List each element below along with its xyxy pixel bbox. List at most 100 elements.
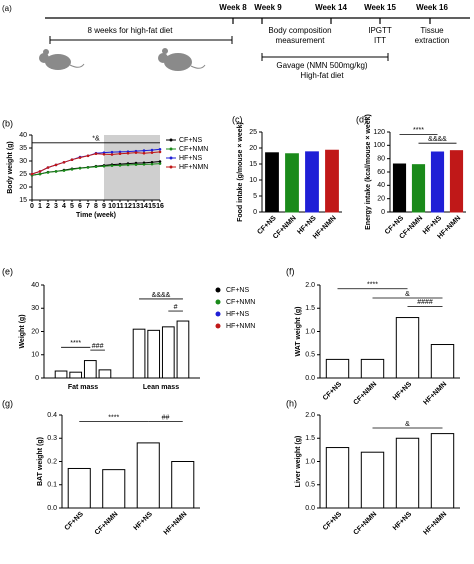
bar [360,358,385,379]
bar [395,317,420,379]
y-tick-label: 30 [31,305,39,312]
legend-label: CF+NS [226,287,249,294]
panel-label: (d) [356,114,367,124]
y-tick-label: 0 [35,375,39,382]
point [38,172,42,176]
x-tick-label: 9 [102,203,106,210]
point [142,151,146,155]
point [134,163,138,166]
x-tick-label: 1 [38,203,42,210]
legend-marker [169,138,173,142]
y-tick-label: 0.5 [305,352,315,359]
legend-marker [215,311,221,317]
x-tick-label: 13 [132,203,140,210]
sig-label: &&&& [428,136,447,143]
sig-label: #### [417,299,433,306]
point [150,162,154,166]
panel-label: (a) [2,4,12,13]
point [102,152,106,156]
legend-marker [169,156,173,160]
x-tick-label: 14 [140,203,148,210]
point [150,148,154,152]
y-tick-label: 0.0 [47,505,57,512]
week-label: Week 16 [416,3,448,12]
y-tick-label: 10 [31,352,39,359]
bar [176,320,190,379]
point [78,166,82,170]
point [158,160,162,163]
y-axis-label: Liver weight (g) [295,436,302,488]
event-label: Tissue [420,26,444,35]
sig-label: &&&& [152,292,171,299]
y-tick-label: 0.2 [47,458,57,465]
legend-label: CF+NMN [179,146,208,153]
bar [325,447,350,509]
point [54,163,58,167]
x-tick-label: 11 [116,203,124,210]
x-tick-label: 10 [108,203,116,210]
bar [305,151,319,213]
point [70,158,74,161]
legend-label: HF+NS [226,311,249,318]
panel-label: (h) [286,398,297,408]
y-tick-label: 40 [31,282,39,289]
point [86,166,90,169]
x-tick-label: CF+NMN [352,381,378,407]
y-tick-label: 0.3 [47,435,57,442]
x-tick-label: CF+NMN [352,511,378,537]
y-tick-label: 100 [373,142,385,149]
x-tick-label: HF+NMN [422,381,448,407]
panel-label: (f) [286,266,295,276]
bar [136,442,160,509]
event-label: Body composition [268,26,331,35]
x-tick-label: 12 [124,203,132,210]
point [134,151,138,154]
x-tick-label: CF+NS [64,511,86,533]
sig-label: **** [367,282,378,289]
y-tick-label: 0.0 [305,505,315,512]
timeline: (a) Week 8 Week 9 Week 14 Week 15 Week 1… [2,3,470,80]
legend-label: CF+NMN [226,299,255,306]
panel-label: (g) [2,398,13,408]
y-tick-label: 0.5 [305,482,315,489]
y-tick-label: 20 [19,184,27,191]
week-label: Week 14 [315,3,347,12]
mouse-icon [39,49,85,70]
event-label: measurement [276,36,326,45]
point [38,170,42,173]
y-tick-label: 0 [253,209,257,216]
point [102,164,106,168]
legend-label: CF+NS [179,137,202,144]
y-tick-label: 40 [377,182,385,189]
point [86,154,90,158]
y-tick-label: 15 [249,161,257,168]
y-tick-label: 2.0 [305,412,315,419]
y-tick-label: 1.5 [305,435,315,442]
point [110,153,114,156]
y-tick-label: 1.0 [305,328,315,335]
sig-label: **** [70,340,81,347]
legend-marker [215,299,221,305]
y-tick-label: 20 [31,328,39,335]
x-tick-label: Fat mass [68,384,98,391]
bar [171,461,195,509]
point [78,156,82,159]
bar [360,451,385,509]
point [142,149,146,152]
y-axis-label: BAT weight (g) [37,437,44,486]
y-axis-label: Body weight (g) [7,141,14,194]
bar [98,369,112,379]
panel-label: (e) [2,266,13,276]
y-tick-label: 20 [377,196,385,203]
bar [392,163,407,213]
y-axis-label: Weight (g) [19,314,26,348]
point [30,172,34,176]
y-axis-label: Energy intake (kcal/mouse × week) [365,114,372,230]
y-tick-label: 35 [19,145,27,152]
x-tick-label: 5 [70,203,74,210]
legend-label: HF+NMN [226,323,255,330]
y-tick-label: 120 [373,129,385,136]
x-tick-label: Lean mass [143,384,179,391]
week-ticks [232,18,431,24]
